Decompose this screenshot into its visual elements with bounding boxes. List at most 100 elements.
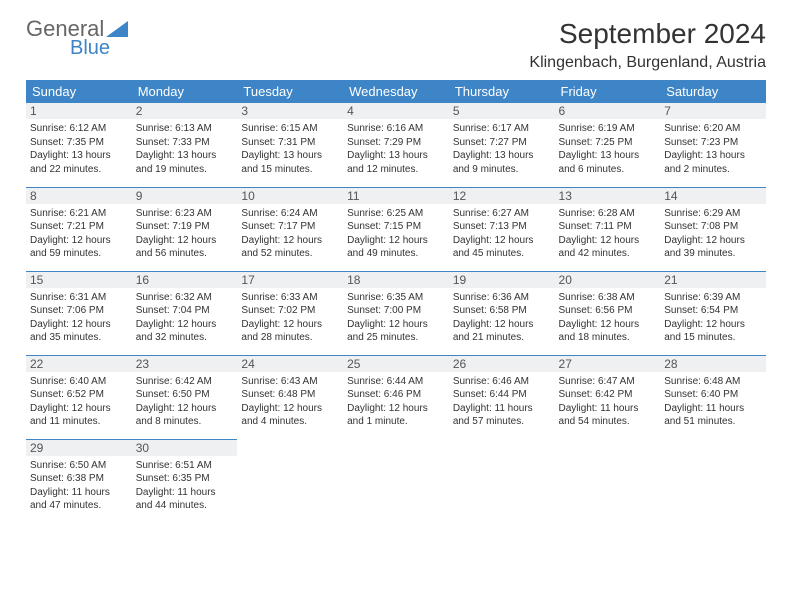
daylight1-text: Daylight: 12 hours (241, 318, 339, 332)
daylight1-text: Daylight: 13 hours (241, 149, 339, 163)
sunset-text: Sunset: 7:35 PM (30, 136, 128, 150)
daylight2-text: and 2 minutes. (664, 163, 762, 177)
sunrise-text: Sunrise: 6:13 AM (136, 122, 234, 136)
weekday-header: Tuesday (237, 80, 343, 103)
sunset-text: Sunset: 6:56 PM (559, 304, 657, 318)
day-number: 12 (449, 188, 555, 204)
sunrise-text: Sunrise: 6:44 AM (347, 375, 445, 389)
calendar-week-row: 22Sunrise: 6:40 AMSunset: 6:52 PMDayligh… (26, 355, 766, 439)
calendar-day-cell: 14Sunrise: 6:29 AMSunset: 7:08 PMDayligh… (660, 187, 766, 271)
daylight2-text: and 9 minutes. (453, 163, 551, 177)
sunset-text: Sunset: 6:40 PM (664, 388, 762, 402)
logo-triangle-icon (106, 21, 128, 37)
daylight2-text: and 47 minutes. (30, 499, 128, 513)
sunrise-text: Sunrise: 6:51 AM (136, 459, 234, 473)
day-number: 1 (26, 103, 132, 119)
calendar-day-cell (660, 439, 766, 523)
sunrise-text: Sunrise: 6:21 AM (30, 207, 128, 221)
calendar-week-row: 29Sunrise: 6:50 AMSunset: 6:38 PMDayligh… (26, 439, 766, 523)
sunset-text: Sunset: 7:13 PM (453, 220, 551, 234)
daylight1-text: Daylight: 12 hours (136, 234, 234, 248)
calendar-week-row: 1 Sunrise: 6:12 AMSunset: 7:35 PM Daylight… (26, 103, 766, 187)
daylight2-text: and 6 minutes. (559, 163, 657, 177)
sunset-text: Sunset: 7:00 PM (347, 304, 445, 318)
daylight2-text: and 51 minutes. (664, 415, 762, 429)
sunrise-text: Sunrise: 6:32 AM (136, 291, 234, 305)
sunrise-text: Sunrise: 6:24 AM (241, 207, 339, 221)
calendar-day-cell: 25Sunrise: 6:44 AMSunset: 6:46 PMDayligh… (343, 355, 449, 439)
calendar-day-cell: 18Sunrise: 6:35 AMSunset: 7:00 PMDayligh… (343, 271, 449, 355)
sunrise-text: Sunrise: 6:23 AM (136, 207, 234, 221)
daylight2-text: and 1 minute. (347, 415, 445, 429)
sunset-text: Sunset: 7:04 PM (136, 304, 234, 318)
calendar-day-cell: 9 Sunrise: 6:23 AMSunset: 7:19 PMDaylight… (132, 187, 238, 271)
sunrise-text: Sunrise: 6:48 AM (664, 375, 762, 389)
daylight2-text: and 28 minutes. (241, 331, 339, 345)
day-number: 17 (237, 272, 343, 288)
sunrise-text: Sunrise: 6:25 AM (347, 207, 445, 221)
calendar-day-cell: 12Sunrise: 6:27 AMSunset: 7:13 PMDayligh… (449, 187, 555, 271)
sunset-text: Sunset: 6:58 PM (453, 304, 551, 318)
calendar-week-row: 8Sunrise: 6:21 AMSunset: 7:21 PMDaylight… (26, 187, 766, 271)
calendar-day-cell: 28Sunrise: 6:48 AMSunset: 6:40 PMDayligh… (660, 355, 766, 439)
sunset-text: Sunset: 7:15 PM (347, 220, 445, 234)
daylight2-text: and 12 minutes. (347, 163, 445, 177)
daylight2-text: and 45 minutes. (453, 247, 551, 261)
calendar-day-cell: 27Sunrise: 6:47 AMSunset: 6:42 PMDayligh… (555, 355, 661, 439)
day-number: 8 (26, 188, 132, 204)
daylight2-text: and 21 minutes. (453, 331, 551, 345)
day-number: 6 (555, 103, 661, 119)
calendar-day-cell (343, 439, 449, 523)
day-number: 15 (26, 272, 132, 288)
daylight2-text: and 49 minutes. (347, 247, 445, 261)
day-number: 7 (660, 103, 766, 119)
calendar-day-cell (555, 439, 661, 523)
logo: General Blue (26, 18, 128, 58)
calendar-day-cell: 22Sunrise: 6:40 AMSunset: 6:52 PMDayligh… (26, 355, 132, 439)
daylight2-text: and 57 minutes. (453, 415, 551, 429)
day-number: 3 (237, 103, 343, 119)
day-number: 28 (660, 356, 766, 372)
day-number: 26 (449, 356, 555, 372)
sunset-text: Sunset: 7:31 PM (241, 136, 339, 150)
daylight1-text: Daylight: 12 hours (559, 318, 657, 332)
sunrise-text: Sunrise: 6:27 AM (453, 207, 551, 221)
daylight2-text: and 25 minutes. (347, 331, 445, 345)
daylight2-text: and 19 minutes. (136, 163, 234, 177)
sunrise-text: Sunrise: 6:31 AM (30, 291, 128, 305)
daylight2-text: and 32 minutes. (136, 331, 234, 345)
calendar-day-cell: 1Sunrise: 6:12 AMSunset: 7:35 PMDaylight… (26, 103, 132, 187)
daylight1-text: Daylight: 12 hours (30, 234, 128, 248)
weekday-header: Monday (132, 80, 238, 103)
daylight2-text: and 4 minutes. (241, 415, 339, 429)
sunrise-text: Sunrise: 6:47 AM (559, 375, 657, 389)
day-number: 11 (343, 188, 449, 204)
calendar-day-cell: 17Sunrise: 6:33 AMSunset: 7:02 PMDayligh… (237, 271, 343, 355)
sunset-text: Sunset: 7:33 PM (136, 136, 234, 150)
day-number: 16 (132, 272, 238, 288)
sunrise-text: Sunrise: 6:29 AM (664, 207, 762, 221)
calendar-day-cell: 6Sunrise: 6:19 AMSunset: 7:25 PMDaylight… (555, 103, 661, 187)
sunset-text: Sunset: 7:19 PM (136, 220, 234, 234)
day-number: 23 (132, 356, 238, 372)
calendar-day-cell: 30Sunrise: 6:51 AMSunset: 6:35 PMDayligh… (132, 439, 238, 523)
daylight2-text: and 54 minutes. (559, 415, 657, 429)
sunrise-text: Sunrise: 6:19 AM (559, 122, 657, 136)
daylight1-text: Daylight: 12 hours (664, 318, 762, 332)
day-number: 9 (132, 188, 238, 204)
daylight1-text: Daylight: 12 hours (559, 234, 657, 248)
calendar-day-cell: 23Sunrise: 6:42 AMSunset: 6:50 PMDayligh… (132, 355, 238, 439)
sunset-text: Sunset: 7:29 PM (347, 136, 445, 150)
calendar-day-cell: 13Sunrise: 6:28 AMSunset: 7:11 PMDayligh… (555, 187, 661, 271)
sunrise-text: Sunrise: 6:50 AM (30, 459, 128, 473)
calendar-day-cell: 10Sunrise: 6:24 AMSunset: 7:17 PMDayligh… (237, 187, 343, 271)
daylight1-text: Daylight: 12 hours (30, 318, 128, 332)
day-number: 21 (660, 272, 766, 288)
sunrise-text: Sunrise: 6:20 AM (664, 122, 762, 136)
sunset-text: Sunset: 7:17 PM (241, 220, 339, 234)
sunrise-text: Sunrise: 6:12 AM (30, 122, 128, 136)
daylight1-text: Daylight: 11 hours (30, 486, 128, 500)
daylight1-text: Daylight: 11 hours (136, 486, 234, 500)
day-number: 10 (237, 188, 343, 204)
day-number: 5 (449, 103, 555, 119)
